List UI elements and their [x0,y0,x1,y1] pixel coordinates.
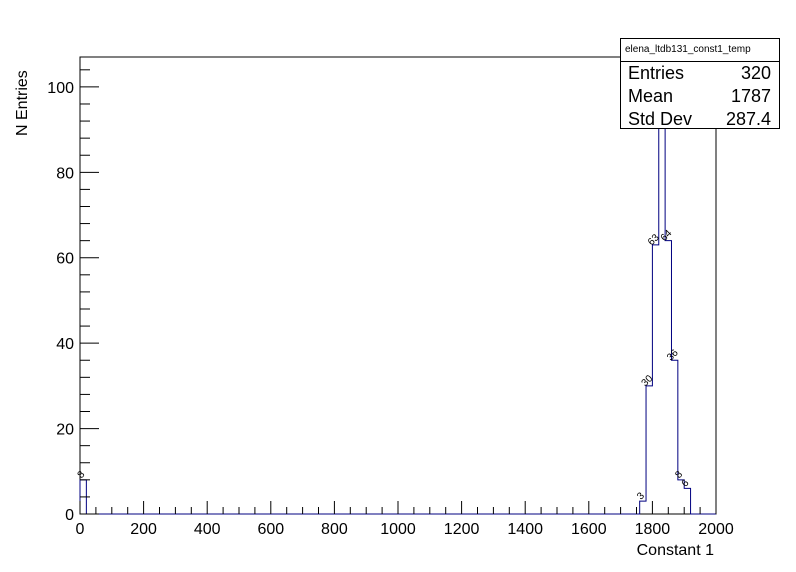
x-tick-label: 1600 [571,521,607,538]
stats-label: Entries [628,63,685,83]
x-tick-label: 1000 [380,521,416,538]
y-tick-label: 60 [56,251,74,268]
x-tick-label: 600 [257,521,284,538]
y-axis-label: N Entries [14,70,31,136]
bin-value-label: 3 [635,490,647,502]
x-tick-label: 0 [76,521,85,538]
y-tick-label: 20 [56,422,74,439]
stats-row-std-dev: Std Dev 287.4 [621,108,779,131]
histogram-outline [79,56,716,515]
histogram-bin [646,386,652,514]
x-tick-label: 2000 [698,521,734,538]
bin-value-label: 36 [665,347,681,363]
stats-value: 287.4 [725,109,771,129]
stats-box: elena_ltdb131_const1_temp Entries 320 Me… [620,38,780,129]
x-tick-label: 1400 [507,521,543,538]
x-tick-label: 400 [194,521,221,538]
histogram-bin [684,488,690,514]
x-axis-label: Constant 1 [637,542,714,559]
bin-value-label: 64 [659,228,675,244]
y-tick-label: 100 [47,80,74,97]
stats-value: 320 [740,63,771,83]
bin-value-label: 8 [76,469,88,481]
stats-value: 1787 [730,86,771,106]
stats-label: Mean [628,86,674,106]
y-tick-label: 80 [56,165,74,182]
stats-title: elena_ltdb131_const1_temp [621,39,779,62]
stats-row-mean: Mean 1787 [621,85,779,108]
x-tick-label: 800 [321,521,348,538]
histogram-bin [671,360,677,514]
y-tick-label: 0 [65,507,74,524]
bin-value-label: 6 [680,477,692,489]
histogram-bin [640,501,646,514]
x-tick-label: 1800 [635,521,671,538]
histogram-bin [665,241,671,514]
y-tick-label: 40 [56,336,74,353]
x-tick-label: 1200 [444,521,480,538]
stats-label: Std Dev [628,109,693,129]
bin-value-label: 30 [640,373,656,389]
stats-row-entries: Entries 320 [621,62,779,85]
x-tick-label: 200 [130,521,157,538]
